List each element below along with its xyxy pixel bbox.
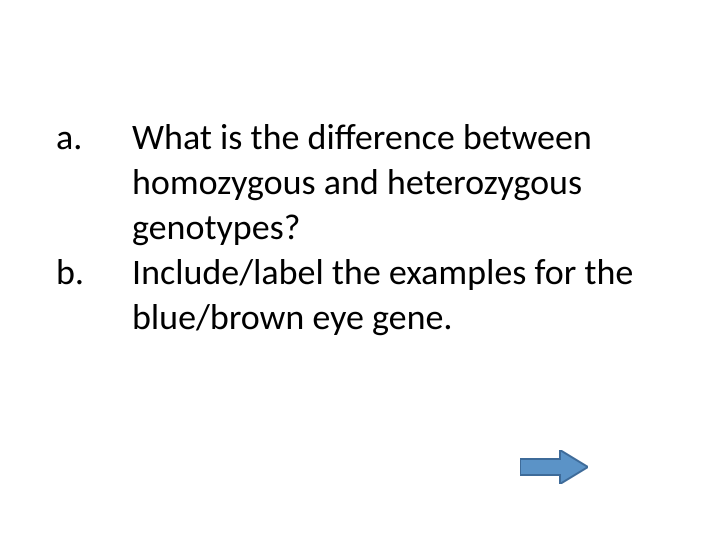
- arrow-shape: [520, 450, 588, 484]
- arrow-right-icon: [520, 450, 588, 484]
- list-item: a. What is the difference between homozy…: [52, 115, 672, 250]
- list-marker-a: a.: [52, 115, 132, 160]
- list-marker-b: b.: [52, 250, 132, 295]
- next-arrow-button[interactable]: [520, 450, 588, 484]
- list-item: b. Include/label the examples for the bl…: [52, 250, 672, 340]
- list-text-a: What is the difference between homozygou…: [132, 115, 672, 250]
- question-list: a. What is the difference between homozy…: [52, 115, 672, 340]
- list-text-b: Include/label the examples for the blue/…: [132, 250, 672, 340]
